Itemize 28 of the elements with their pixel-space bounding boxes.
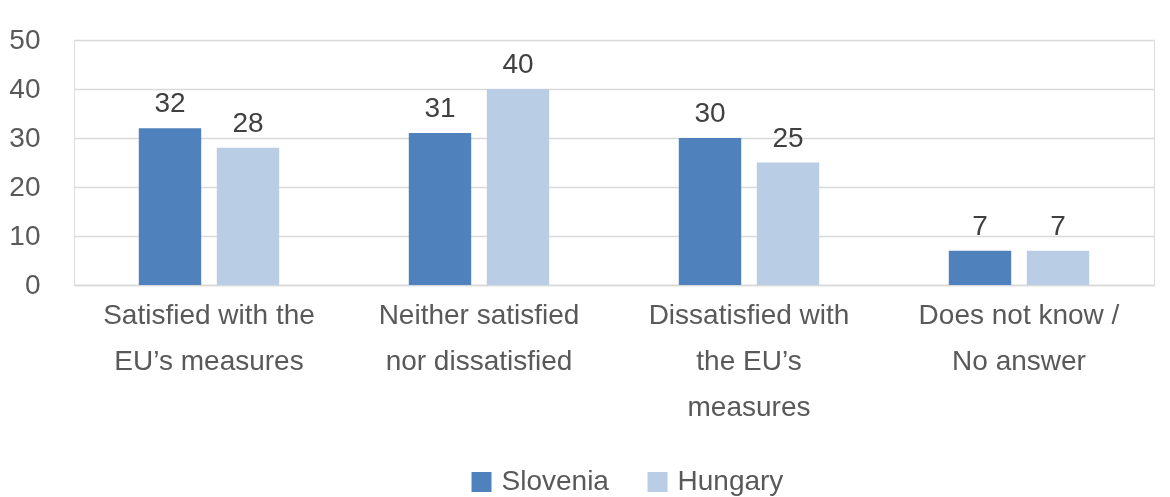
bar [678, 138, 742, 285]
y-tick-label: 40 [9, 72, 41, 104]
data-label: 28 [232, 106, 264, 138]
bar [756, 162, 820, 285]
y-tick-label: 10 [9, 219, 41, 251]
y-tick-label: 0 [24, 268, 41, 300]
data-label: 32 [154, 87, 186, 119]
data-label: 30 [694, 97, 726, 128]
y-tick-label: 30 [9, 121, 41, 153]
data-label: 7 [972, 209, 988, 241]
data-label: 25 [772, 121, 804, 153]
legend-label: Slovenia [501, 465, 610, 496]
y-tick-label: 20 [9, 170, 41, 202]
y-tick-label: 50 [9, 23, 41, 55]
bar [216, 147, 280, 285]
x-tick-label: Dissatisfied with the EU’s measures [648, 298, 850, 422]
data-label: 7 [1050, 209, 1066, 241]
x-tick-label: Satisfied with the EU’s measures [103, 298, 315, 376]
data-label: 40 [502, 48, 534, 79]
x-tick-label: Does not know / No answer [918, 298, 1120, 376]
bar [486, 89, 550, 285]
x-tick-label: Neither satisfied nor dissatisfied [378, 298, 580, 376]
bar [138, 128, 202, 285]
bar [948, 250, 1012, 285]
data-label: 31 [424, 92, 456, 124]
bar [408, 133, 472, 285]
legend-label: Hungary [677, 465, 784, 496]
bar [1026, 250, 1090, 285]
